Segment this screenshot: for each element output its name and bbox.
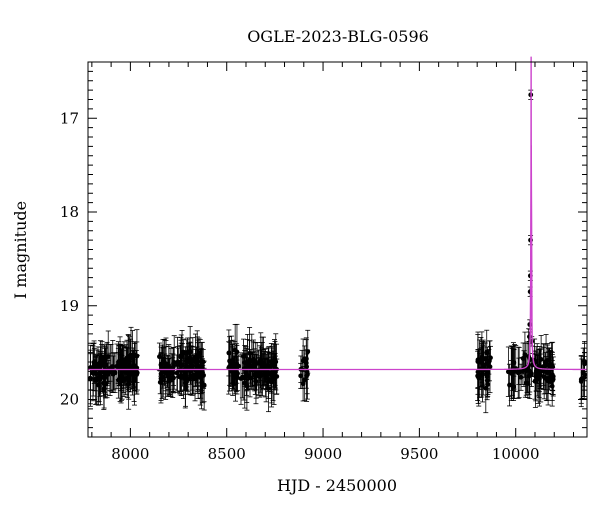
data-point bbox=[546, 348, 552, 394]
data-point bbox=[507, 363, 513, 407]
model-curve-peak bbox=[526, 56, 536, 367]
data-point bbox=[182, 357, 188, 409]
y-axis-label: I magnitude bbox=[11, 201, 30, 299]
data-point bbox=[234, 345, 240, 384]
y-tick-label: 18 bbox=[60, 203, 79, 221]
data-point bbox=[524, 341, 530, 394]
data-point bbox=[549, 351, 555, 383]
data-point bbox=[117, 353, 123, 402]
data-point bbox=[263, 359, 269, 390]
data-point bbox=[579, 358, 585, 399]
data-point bbox=[268, 353, 274, 394]
x-tick-label: 9000 bbox=[304, 445, 342, 463]
x-tick-label: 8000 bbox=[111, 445, 149, 463]
x-tick-label: 8500 bbox=[208, 445, 246, 463]
tick-layer: 8000 8500 9000 9500 10000 17 18 19 20 bbox=[60, 61, 587, 463]
y-tick-label: 19 bbox=[60, 297, 79, 315]
data-point bbox=[536, 349, 542, 398]
data-point bbox=[201, 367, 207, 403]
data-point bbox=[102, 362, 108, 393]
data-point bbox=[304, 349, 310, 402]
data-point bbox=[538, 335, 544, 384]
data-point bbox=[157, 370, 163, 395]
data-point bbox=[516, 347, 522, 399]
y-tick-label: 20 bbox=[60, 391, 79, 409]
data-point bbox=[541, 343, 547, 400]
data-point bbox=[485, 372, 491, 397]
data-point bbox=[190, 337, 196, 395]
data-point bbox=[533, 350, 539, 402]
data-point bbox=[302, 358, 308, 402]
data-point bbox=[175, 347, 181, 377]
x-tick-label: 10000 bbox=[492, 445, 540, 463]
x-axis-label: HJD - 2450000 bbox=[277, 476, 397, 495]
data-point bbox=[163, 346, 169, 400]
data-point bbox=[123, 344, 129, 382]
data-point bbox=[273, 333, 279, 391]
data-point bbox=[186, 341, 192, 382]
data-point bbox=[484, 329, 490, 376]
y-tick-label: 17 bbox=[60, 109, 79, 127]
data-point bbox=[112, 352, 118, 393]
data-point bbox=[131, 343, 137, 388]
data-point bbox=[97, 353, 103, 406]
data-point bbox=[171, 347, 177, 386]
data-point bbox=[104, 357, 110, 390]
chart-title: OGLE-2023-BLG-0596 bbox=[247, 27, 429, 46]
data-point bbox=[158, 352, 164, 376]
model-curve bbox=[88, 145, 587, 371]
data-point bbox=[195, 339, 201, 392]
data-layer bbox=[87, 89, 588, 414]
data-point bbox=[132, 354, 138, 391]
model-layer bbox=[88, 56, 587, 371]
data-point bbox=[128, 340, 134, 393]
data-point bbox=[259, 349, 265, 377]
data-point bbox=[253, 354, 259, 399]
x-tick-label: 9500 bbox=[400, 445, 438, 463]
data-point bbox=[298, 362, 304, 389]
data-point bbox=[511, 372, 517, 401]
data-point bbox=[171, 335, 177, 390]
